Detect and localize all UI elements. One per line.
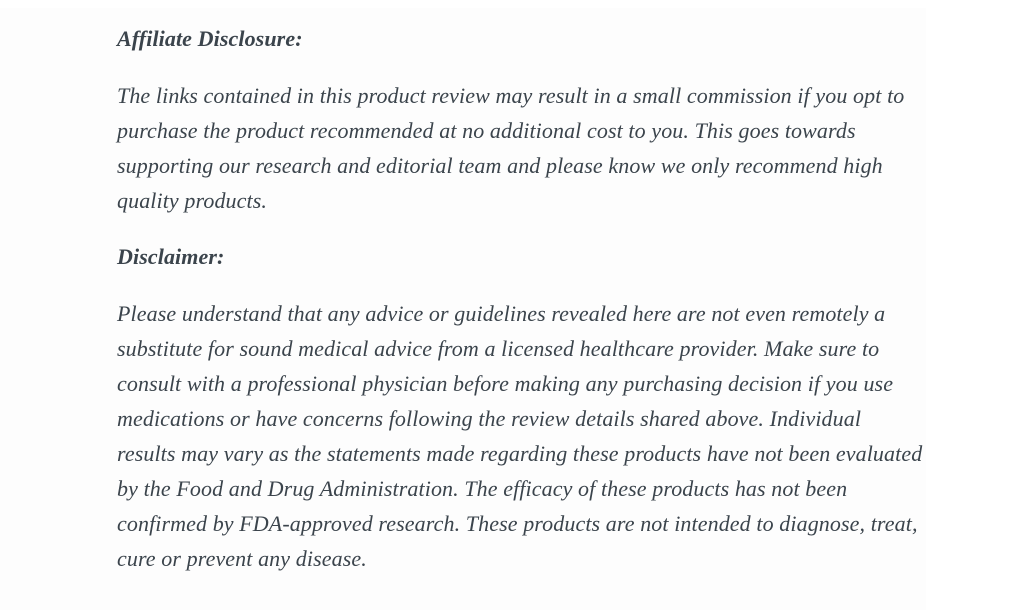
disclaimer-heading: Disclaimer: [117,244,225,269]
affiliate-disclosure-heading: Affiliate Disclosure: [117,26,303,51]
disclaimer-text: Please understand that any advice or gui… [117,301,923,571]
affiliate-disclosure-text: The links contained in this product revi… [117,83,905,213]
disclosure-article: Affiliate Disclosure: The links containe… [0,8,925,576]
content-card: Affiliate Disclosure: The links containe… [0,8,926,610]
